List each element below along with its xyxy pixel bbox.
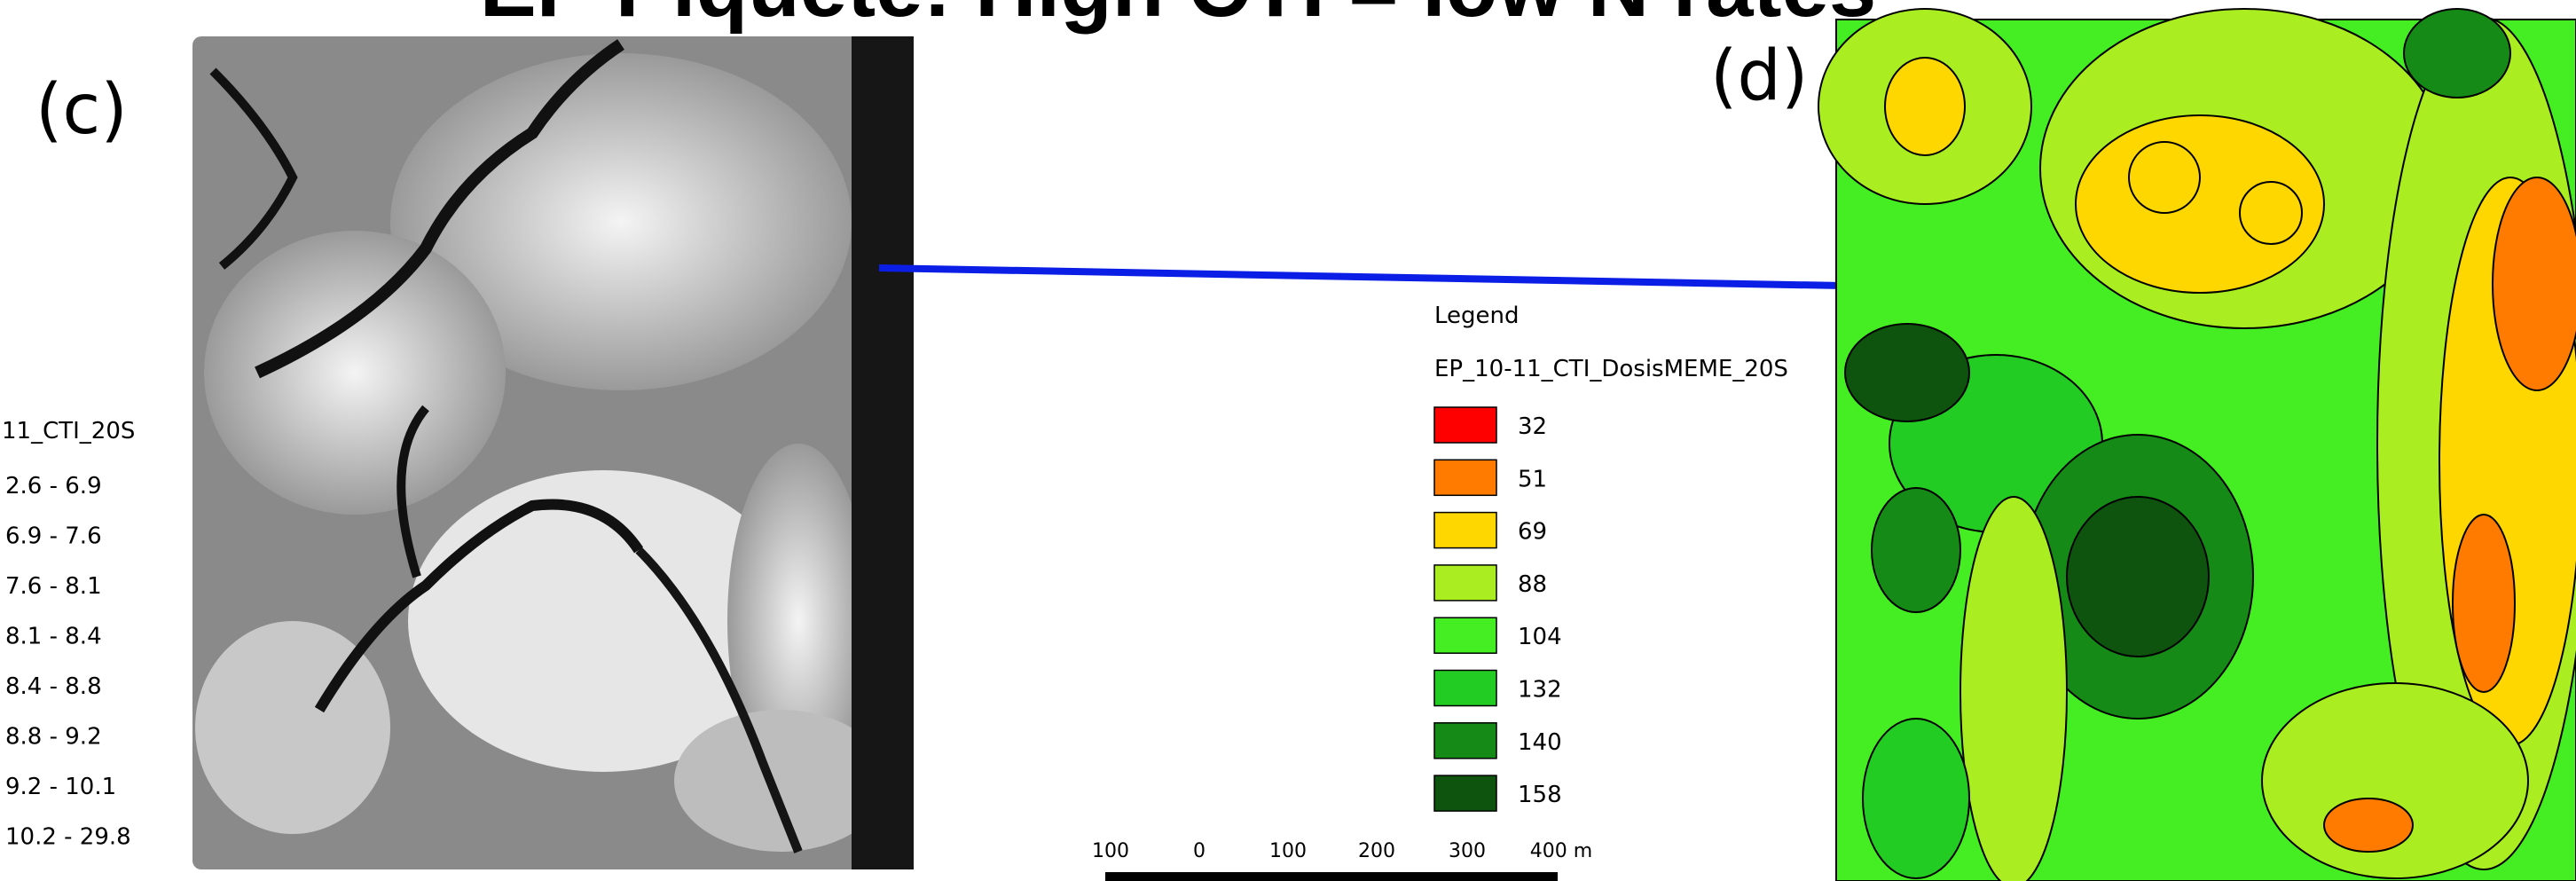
legend-layer: EP_10-11_CTI_DosisMEME_20S [1434, 356, 1788, 382]
contour-zone [2262, 683, 2528, 878]
contour-zone [2067, 497, 2209, 657]
legend-swatch [1434, 565, 1496, 601]
contour-zone [2324, 798, 2413, 852]
legend-label: 132 [1518, 677, 1562, 704]
legend-label: 69 [1518, 519, 1547, 546]
panel-label: (c) [35, 70, 128, 150]
legend-label: 158 [1518, 782, 1562, 808]
contour-zone [2493, 177, 2576, 390]
contour-zone [2129, 142, 2200, 213]
cti-legend: 11_CTI_20S 2.6 - 6.9 6.9 - 7.6 7.6 - 8.1 8.1… [2, 418, 135, 851]
panel-label: (d) [1710, 36, 1808, 116]
contour-zone [2453, 515, 2515, 692]
contour-zone [1845, 324, 1969, 421]
legend-label: 104 [1518, 624, 1562, 650]
legend-heading: Legend [1434, 303, 1520, 329]
legend-class: 6.9 - 7.6 [5, 523, 102, 550]
slide-title: EP Piquete: High CTI = low N rates [480, 0, 1877, 35]
legend-label: 88 [1518, 571, 1547, 598]
contour-zone [1885, 58, 1965, 155]
legend-class: 2.6 - 6.9 [5, 473, 102, 499]
legend-swatch [1434, 513, 1496, 548]
contour-zone [1960, 497, 2067, 881]
page: EP Piquete: High CTI = low N rates (c) 1… [0, 0, 2576, 881]
slide: EP Piquete: High CTI = low N rates (c) 1… [0, 0, 2576, 881]
legend-swatch [1434, 671, 1496, 706]
legend-class: 8.1 - 8.4 [5, 624, 102, 650]
cti-map [192, 36, 914, 869]
legend-swatch [1434, 775, 1496, 811]
contour-zone [1872, 488, 1960, 612]
legend-swatch [1434, 617, 1496, 653]
dose-map [1818, 9, 2576, 881]
scale-label: 400 m [1530, 840, 1592, 862]
dose-legend: 32 51 69 88 104 132 140 158 [1434, 407, 1562, 811]
legend-label: 51 [1518, 466, 1547, 492]
legend-layer: 11_CTI_20S [2, 418, 135, 444]
scale-label: 100 [1092, 840, 1129, 862]
legend-label: 32 [1518, 413, 1547, 440]
contour-zone [2404, 9, 2510, 98]
contour-zone [1863, 719, 1969, 878]
legend-swatch [1434, 723, 1496, 759]
scale-label: 100 [1269, 840, 1307, 862]
legend-class: 8.8 - 9.2 [5, 724, 102, 751]
legend-class: 10.2 - 29.8 [5, 824, 131, 851]
scale-label: 0 [1193, 840, 1206, 862]
legend-class: 7.6 - 8.1 [5, 573, 102, 600]
scale-bar: 100 0 100 200 300 400 m [1092, 840, 1592, 881]
legend-swatch [1434, 407, 1496, 443]
legend-swatch [1434, 460, 1496, 495]
contour-zone [2240, 182, 2302, 244]
legend-class: 9.2 - 10.1 [5, 774, 116, 800]
scale-label: 300 [1449, 840, 1486, 862]
legend-class: 8.4 - 8.8 [5, 673, 102, 700]
scale-label: 200 [1358, 840, 1395, 862]
legend-label: 140 [1518, 729, 1562, 756]
